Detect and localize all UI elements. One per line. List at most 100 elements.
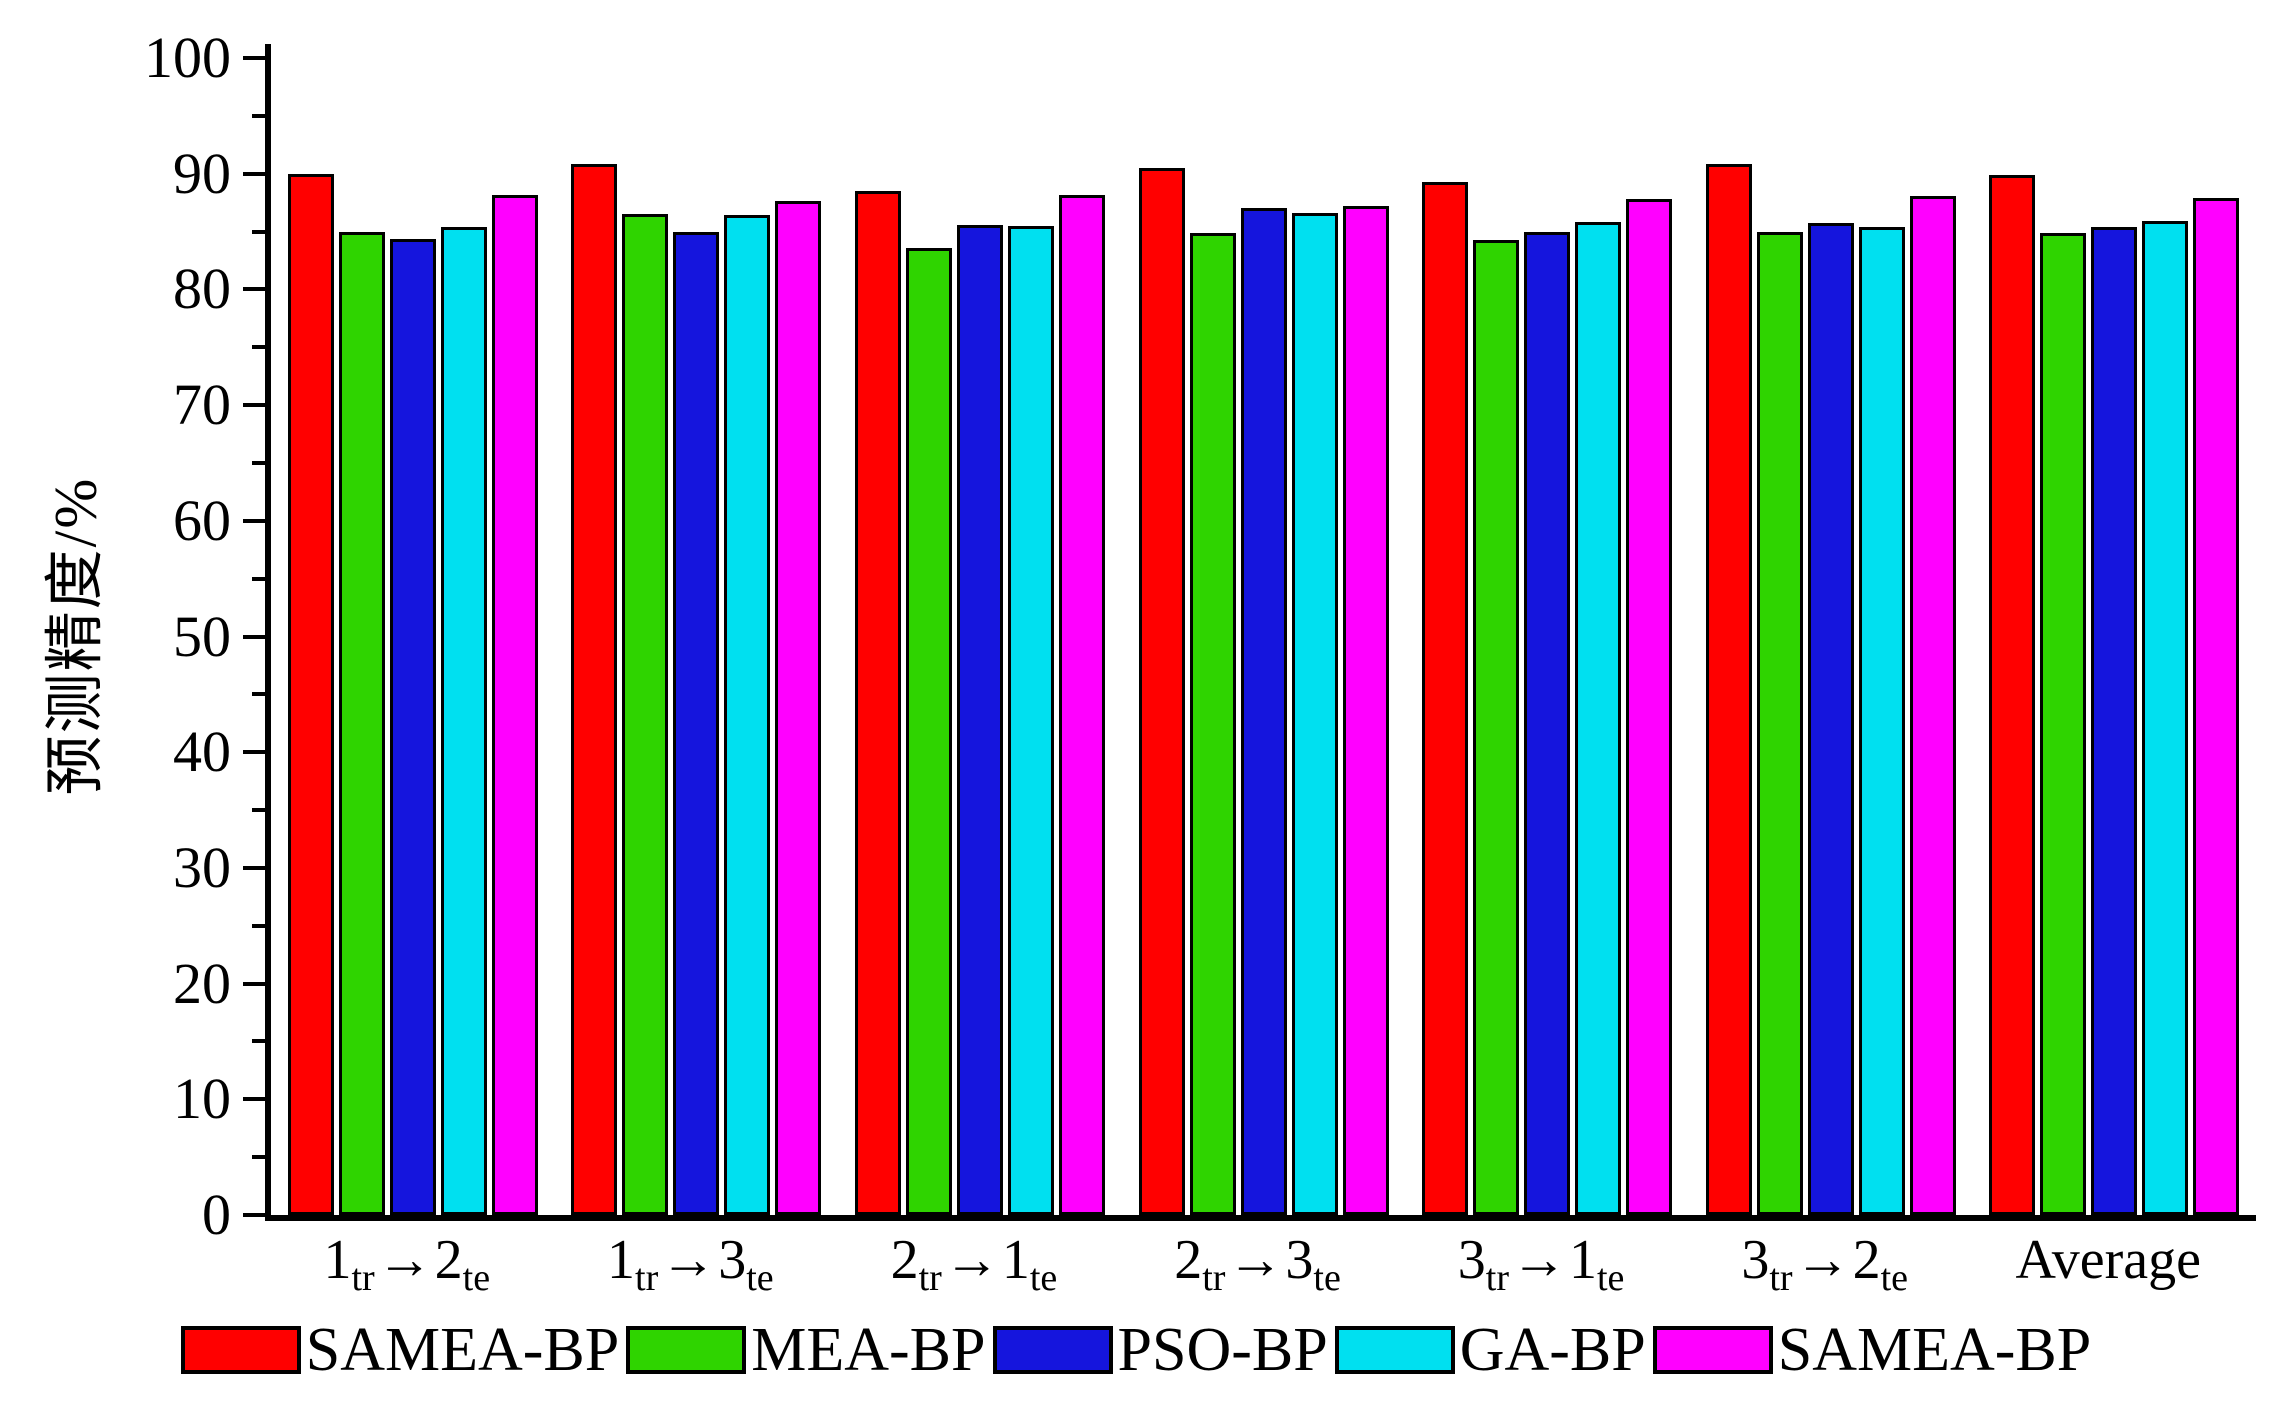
legend-label: SAMEA-BP — [305, 1315, 620, 1384]
bar-mea-bp — [2040, 232, 2087, 1215]
bar-mea-bp — [338, 231, 385, 1215]
bar-pso-bp — [2091, 226, 2138, 1215]
legend-item: MEA-BP — [626, 1315, 988, 1386]
y-tick-label: 80 — [173, 256, 231, 322]
bar-group — [1122, 58, 1406, 1215]
y-minor-tick — [252, 692, 265, 697]
bar-pso-bp — [1807, 223, 1854, 1215]
bar-mea-bp — [622, 214, 669, 1215]
y-major-tick — [243, 1213, 265, 1217]
y-tick-label: 90 — [173, 140, 231, 206]
bar-samea-bp — [2193, 198, 2240, 1215]
bar-mea-bp — [1473, 239, 1520, 1215]
bar-ga-bp — [440, 226, 487, 1215]
legend-swatch — [992, 1326, 1113, 1374]
y-tick-label: 10 — [173, 1066, 231, 1132]
bar-samea-bp — [1342, 206, 1389, 1215]
legend-swatch — [1652, 1326, 1773, 1374]
bar-pso-bp — [389, 238, 436, 1215]
bar-ga-bp — [1007, 225, 1054, 1215]
bar-group — [271, 58, 555, 1215]
legend-label: MEA-BP — [751, 1315, 986, 1384]
x-tick-label: 3tr→2te — [1741, 1229, 1908, 1299]
bar-pso-bp — [673, 231, 720, 1215]
y-tick-label: 20 — [173, 950, 231, 1016]
legend-swatch — [1334, 1326, 1455, 1374]
legend-swatch — [180, 1326, 301, 1374]
x-axis-labels: 1tr→2te 1tr→3te 2tr→1te 2tr→3te 3tr→1te 3tr→2… — [265, 1228, 2250, 1299]
bar-mea-bp — [1756, 231, 1803, 1215]
bar-group — [1405, 58, 1689, 1215]
bar-mea-bp — [1189, 232, 1236, 1215]
x-tick-label: Average — [2015, 1229, 2202, 1291]
y-minor-tick — [252, 1155, 265, 1160]
bar-samea-bp — [1422, 181, 1469, 1215]
bar-samea-bp — [854, 191, 901, 1215]
y-major-tick — [243, 634, 265, 639]
bar-ga-bp — [1291, 213, 1338, 1215]
legend-swatch — [626, 1326, 747, 1374]
bar-group — [555, 58, 839, 1215]
bar-samea-bp — [1705, 164, 1752, 1215]
y-major-tick — [243, 865, 265, 870]
y-axis-cap — [265, 44, 271, 58]
y-minor-tick — [252, 113, 265, 118]
y-tick-label: 50 — [173, 603, 231, 669]
y-major-tick — [243, 56, 265, 60]
bar-group — [1689, 58, 1973, 1215]
y-minor-tick — [252, 1039, 265, 1044]
bar-samea-bp — [1058, 194, 1105, 1215]
y-minor-tick — [252, 345, 265, 350]
y-major-tick — [243, 981, 265, 986]
legend-label: PSO-BP — [1117, 1315, 1328, 1384]
bar-ga-bp — [1575, 222, 1622, 1215]
y-major-tick — [243, 518, 265, 523]
bar-samea-bp — [287, 173, 334, 1215]
bar-group — [1972, 58, 2256, 1215]
legend-item: GA-BP — [1334, 1315, 1649, 1386]
y-major-tick — [243, 750, 265, 755]
y-major-tick — [243, 171, 265, 176]
y-tick-label: 60 — [173, 487, 231, 553]
bar-groups — [271, 58, 2256, 1215]
y-tick-label: 40 — [173, 719, 231, 785]
y-minor-tick — [252, 229, 265, 234]
bar-pso-bp — [956, 224, 1003, 1215]
bar-ga-bp — [2142, 221, 2189, 1215]
x-tick-label: 2tr→1te — [890, 1229, 1058, 1299]
bar-samea-bp — [571, 164, 618, 1215]
y-major-tick — [243, 287, 265, 292]
bar-pso-bp — [1524, 231, 1571, 1215]
bar-mea-bp — [905, 247, 952, 1215]
bar-samea-bp — [1909, 195, 1956, 1215]
y-tick-label: 70 — [173, 372, 231, 438]
x-tick-label: 1tr→3te — [607, 1229, 774, 1299]
y-tick-label: 0 — [202, 1182, 231, 1247]
bar-samea-bp — [1626, 199, 1673, 1215]
bar-group — [838, 58, 1122, 1215]
bar-samea-bp — [775, 201, 822, 1215]
y-major-tick — [243, 1097, 265, 1102]
x-tick-label: 1tr→2te — [323, 1229, 491, 1299]
y-minor-tick — [252, 576, 265, 581]
y-major-tick — [243, 403, 265, 408]
bar-samea-bp — [1138, 167, 1185, 1215]
legend-item: SAMEA-BP — [180, 1315, 623, 1386]
x-tick-label: 3tr→1te — [1457, 1229, 1625, 1299]
bar-samea-bp — [1989, 174, 2036, 1215]
x-tick-label: 2tr→3te — [1174, 1229, 1341, 1299]
legend-item: PSO-BP — [992, 1315, 1331, 1386]
bar-ga-bp — [1858, 226, 1905, 1215]
legend: SAMEA-BP MEA-BP PSO-BP GA-BP SAMEA-BP — [0, 1305, 2275, 1395]
bar-samea-bp — [491, 194, 538, 1215]
y-minor-tick — [252, 460, 265, 465]
legend-item: SAMEA-BP — [1652, 1315, 2095, 1386]
y-tick-label: 100 — [144, 25, 231, 90]
bar-ga-bp — [724, 215, 771, 1215]
y-minor-tick — [252, 808, 265, 813]
legend-label: SAMEA-BP — [1777, 1315, 2092, 1384]
y-tick-label: 30 — [173, 834, 231, 900]
y-minor-tick — [252, 923, 265, 928]
legend-label: GA-BP — [1459, 1315, 1646, 1384]
